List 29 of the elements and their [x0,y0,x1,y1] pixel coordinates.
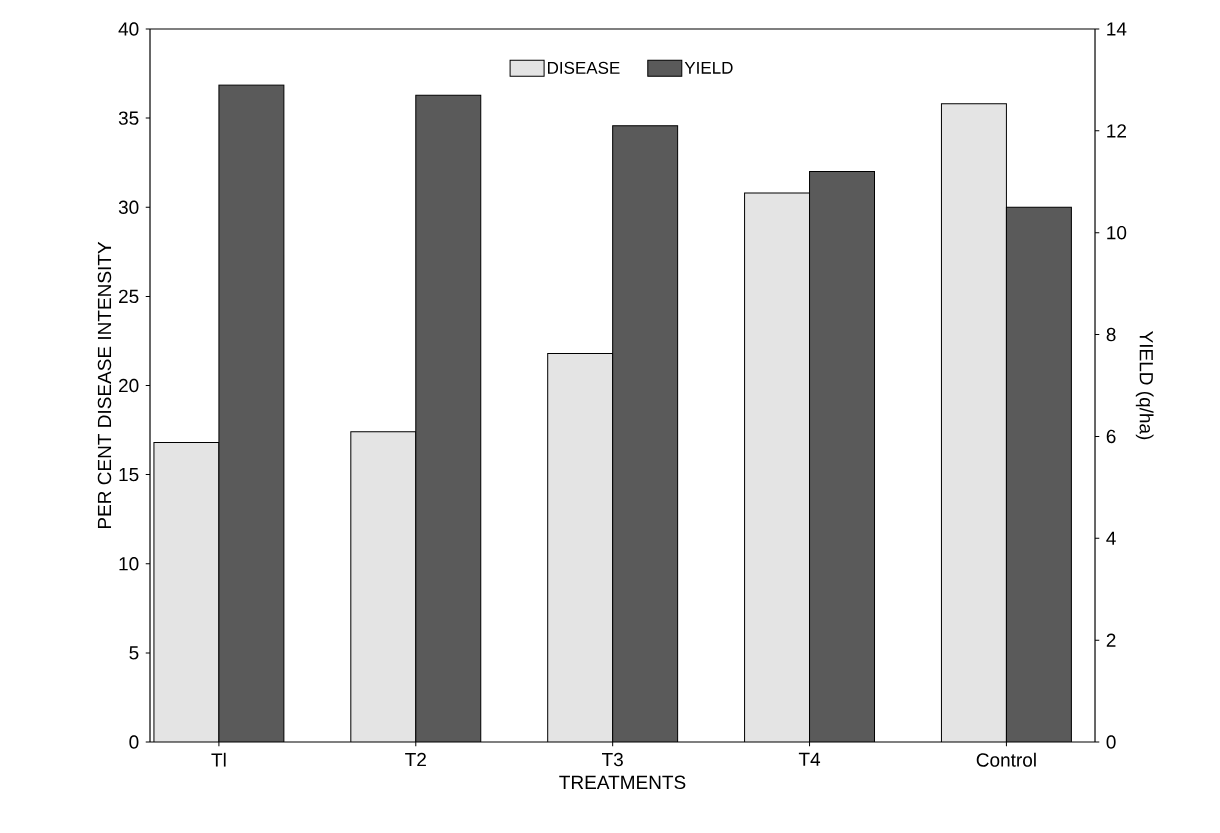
y-tick-label: 10 [119,557,139,571]
bar [218,85,284,742]
y-tick-label: 25 [119,289,139,304]
y2-tick-label: 12 [1107,124,1126,138]
y-tick-label: 0 [129,735,139,749]
y-tick-label: 20 [119,378,139,393]
legend-label: DISEASE [547,61,620,74]
y-tick-label: 5 [129,646,139,660]
y2-tick-label: 8 [1106,327,1116,342]
y2-axis-title: YIELD (q/ha) [1135,331,1154,440]
y2-tick-label: 0 [1106,735,1116,749]
y2-tick-label: 10 [1107,225,1127,240]
y-tick-label: 30 [118,200,139,214]
y2-tick-label: 6 [1106,429,1116,444]
legend-label: YIELD [684,61,733,74]
y-tick-label: 15 [119,468,139,482]
x-tick-label: T2 [405,752,426,767]
x-axis-title: TREATMENTS [559,775,686,790]
y2-tick-label: 2 [1106,633,1116,647]
bar [415,95,481,742]
y-axis-title: PER CENT DISEASE INTENSITY [97,241,112,529]
y2-tick-label: 4 [1106,531,1116,545]
x-tick-label: T3 [602,752,623,767]
y-tick-label: 40 [118,22,139,36]
x-tick-label: Control [976,752,1036,767]
y-tick-label: 35 [118,111,139,125]
x-tick-label: Tl [211,752,226,767]
x-tick-label: T4 [798,752,821,766]
y2-tick-label: 14 [1107,22,1127,36]
